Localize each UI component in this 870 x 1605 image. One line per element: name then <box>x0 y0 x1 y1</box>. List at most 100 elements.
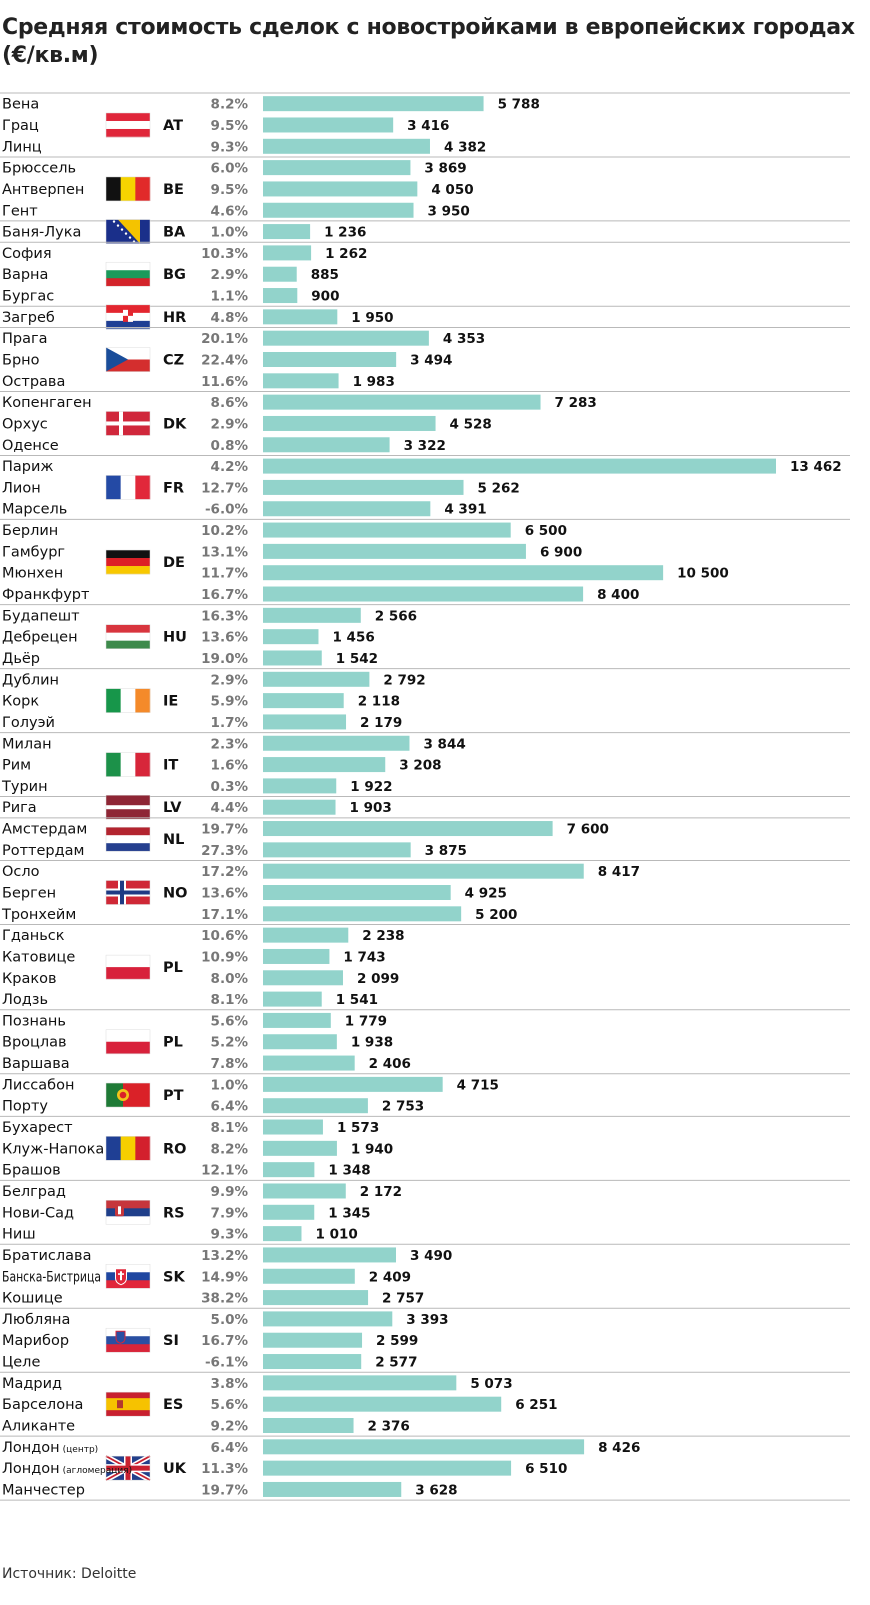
city-name: Лондон <box>2 1440 60 1456</box>
value-label: 2 172 <box>360 1184 402 1200</box>
city-label: Берген <box>2 886 56 902</box>
value-label: 1 010 <box>315 1227 357 1243</box>
flag-austria-icon <box>105 112 151 138</box>
country-code: FR <box>163 480 184 496</box>
bar <box>263 778 337 794</box>
flag-romania-icon <box>105 1136 151 1161</box>
value-label: 2 238 <box>362 928 404 944</box>
change-label: 13.1% <box>201 544 248 560</box>
city-label: Брюссель <box>2 161 76 177</box>
flag-france-icon <box>105 475 151 500</box>
change-label: 4.2% <box>211 459 249 475</box>
value-label: 4 925 <box>465 886 507 902</box>
bar <box>263 1268 355 1284</box>
bar <box>263 1119 323 1135</box>
bar <box>263 1311 393 1327</box>
city-label: Дублин <box>2 672 59 688</box>
bar <box>263 1481 402 1497</box>
flag-serbia-icon <box>105 1200 151 1225</box>
city-label: Турин <box>1 779 48 795</box>
flag-italy-icon <box>105 752 151 777</box>
change-label: 22.4% <box>201 353 248 369</box>
change-label: 3.8% <box>211 1376 249 1392</box>
value-label: 2 792 <box>383 672 425 688</box>
flag-belgium-icon <box>105 176 151 202</box>
value-label: 2 118 <box>358 694 400 710</box>
city-label: Вроцлав <box>2 1035 67 1051</box>
value-label: 1 950 <box>351 310 393 326</box>
change-label: 6.4% <box>211 1440 249 1456</box>
value-label: 1 983 <box>353 374 395 390</box>
bar <box>263 373 339 389</box>
change-label: 4.8% <box>211 310 249 326</box>
bar <box>263 543 526 559</box>
bar <box>263 288 298 304</box>
change-label: 5.9% <box>211 694 249 710</box>
city-label: София <box>2 246 52 262</box>
change-label: 11.3% <box>201 1461 248 1477</box>
change-label: 9.3% <box>211 139 249 155</box>
flag-czech-icon <box>105 347 151 372</box>
flag-denmark-icon <box>105 411 151 436</box>
change-label: 19.7% <box>201 1482 248 1498</box>
city-label: Порту <box>2 1099 48 1115</box>
change-label: 16.7% <box>201 1333 248 1349</box>
change-label: 12.7% <box>201 480 248 496</box>
value-label: 2 577 <box>375 1355 417 1371</box>
value-label: 6 500 <box>525 523 567 539</box>
bar <box>263 1012 331 1028</box>
value-label: 7 283 <box>555 395 597 411</box>
value-label: 5 788 <box>498 97 540 113</box>
country-code: UK <box>163 1461 187 1477</box>
bar <box>263 1183 346 1199</box>
bar <box>263 735 410 751</box>
city-label: Брашов <box>2 1163 61 1179</box>
bar <box>263 842 411 858</box>
value-label: 2 566 <box>375 608 417 624</box>
bar <box>263 1332 363 1348</box>
bar <box>263 330 429 346</box>
bar <box>263 1034 337 1050</box>
change-label: 10.2% <box>201 523 248 539</box>
change-label: 4.6% <box>211 203 249 219</box>
change-label: 9.9% <box>211 1184 249 1200</box>
flag-bulgaria-icon <box>105 261 151 287</box>
value-label: 1 903 <box>350 800 392 816</box>
flag-bosnia-icon <box>105 219 151 244</box>
city-label: Брно <box>2 353 40 369</box>
country-code: BG <box>163 267 186 283</box>
city-note: (агломерация) <box>63 1466 132 1476</box>
change-label: 8.1% <box>211 1120 249 1136</box>
flag-norway-icon <box>105 880 151 905</box>
city-label: Грац <box>2 118 39 134</box>
bar <box>263 1460 512 1476</box>
bar <box>263 202 414 218</box>
city-label: Гамбург <box>2 544 65 560</box>
country-code: BA <box>163 225 186 241</box>
value-label: 3 875 <box>425 843 467 859</box>
city-label: Острава <box>2 374 65 390</box>
change-label: 2.9% <box>211 267 249 283</box>
flag-ireland-icon <box>105 688 151 713</box>
value-label: 885 <box>311 267 339 283</box>
value-label: 1 940 <box>351 1141 393 1157</box>
change-label: 20.1% <box>201 331 248 347</box>
bar <box>263 863 584 879</box>
change-label: 0.3% <box>211 779 249 795</box>
bar <box>263 693 344 709</box>
chart-title: Средняя стоимость сделок с новостройками… <box>2 15 855 68</box>
city-label: Аликанте <box>2 1419 75 1435</box>
change-label: 9.5% <box>211 182 249 198</box>
city-label: Дебрецен <box>2 630 78 646</box>
change-label: 1.0% <box>211 225 249 241</box>
city-label: Лион <box>2 480 41 496</box>
city-label: Банска-Бистрица <box>2 1269 101 1285</box>
country-code: DE <box>163 555 185 571</box>
flag-slovakia-icon <box>105 1264 151 1289</box>
bar <box>263 906 462 922</box>
change-label: 10.6% <box>201 928 248 944</box>
city-label: Прага <box>2 331 48 347</box>
country-code: SI <box>163 1333 179 1349</box>
city-label: Гданьск <box>2 928 65 944</box>
city-label: Баня-Лука <box>2 225 81 241</box>
